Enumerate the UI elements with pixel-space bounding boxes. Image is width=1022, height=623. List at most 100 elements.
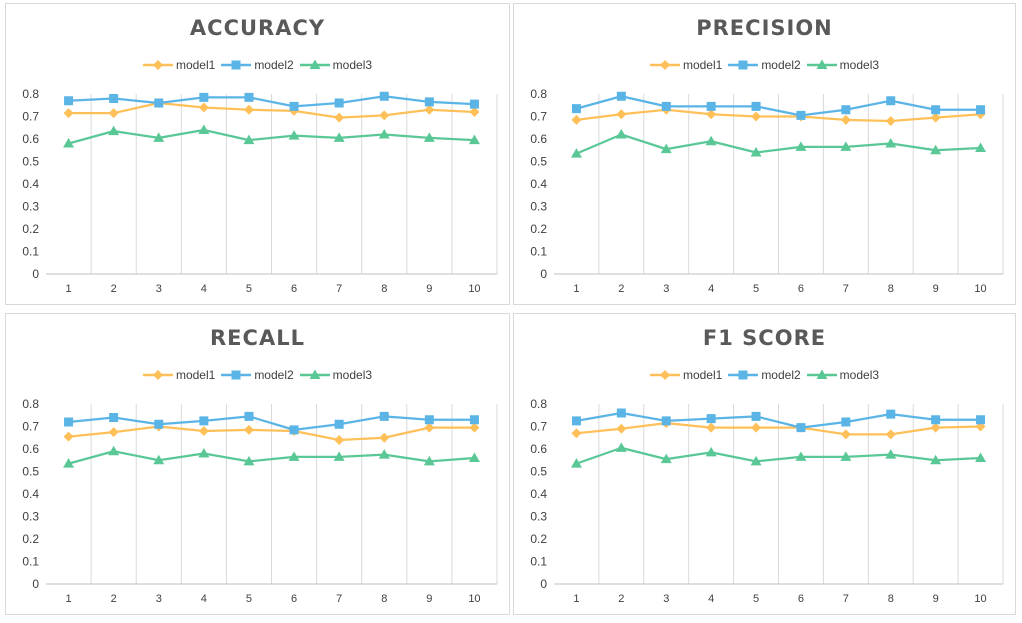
data-point-model2: [841, 417, 851, 427]
x-tick-label: 1: [573, 593, 579, 605]
chart-title: RECALL: [210, 326, 305, 350]
data-point-model3: [63, 458, 75, 468]
y-tick-label: 0.6: [22, 442, 39, 456]
y-tick-label: 0.2: [530, 532, 547, 546]
data-point-model1: [469, 422, 480, 433]
y-tick-label: 0.6: [530, 132, 547, 146]
legend-item-model3: model3: [299, 368, 372, 382]
data-point-model2: [571, 104, 581, 114]
data-point-model3: [795, 451, 807, 461]
data-point-model2: [751, 411, 761, 421]
data-point-model2: [154, 419, 164, 429]
data-point-model2: [289, 101, 299, 111]
y-tick-label: 0.4: [22, 487, 39, 501]
legend-marker: [659, 370, 670, 380]
y-tick-label: 0: [32, 267, 39, 281]
legend-marker: [816, 369, 828, 379]
x-tick-label: 7: [843, 593, 849, 605]
data-point-model2: [976, 415, 986, 425]
y-tick-label: 0.7: [22, 420, 39, 434]
data-point-model1: [469, 107, 480, 117]
data-point-model1: [243, 424, 254, 435]
y-tick-label: 0.5: [22, 465, 39, 479]
series-line-model1: [68, 425, 475, 442]
x-tick-label: 1: [573, 283, 579, 295]
data-point-model2: [706, 414, 716, 424]
x-tick-label: 4: [201, 593, 207, 605]
series-line-model2: [68, 415, 475, 431]
y-tick-label: 0.4: [530, 177, 547, 191]
data-point-model1: [751, 422, 762, 433]
data-point-model2: [244, 411, 254, 421]
x-tick-label: 9: [933, 593, 939, 605]
data-point-model1: [571, 428, 582, 439]
y-tick-label: 0.3: [530, 200, 547, 214]
y-tick-label: 0.1: [530, 555, 547, 569]
data-point-model2: [199, 416, 209, 426]
y-tick-label: 0.4: [530, 487, 547, 501]
data-point-model3: [975, 142, 987, 152]
data-point-model3: [378, 129, 390, 139]
x-tick-label: 9: [426, 283, 432, 295]
legend-label: model1: [175, 58, 216, 72]
data-point-model3: [378, 449, 390, 459]
y-tick-label: 0.5: [530, 155, 547, 169]
data-point-model3: [840, 141, 852, 151]
data-point-model2: [289, 425, 299, 435]
legend-swatch: [142, 370, 173, 380]
data-point-model2: [424, 97, 434, 107]
legend-swatch: [806, 59, 837, 69]
data-point-model3: [243, 134, 255, 145]
data-point-model2: [616, 91, 626, 101]
x-tick-label: 4: [708, 283, 714, 295]
x-tick-label: 2: [111, 593, 117, 605]
x-tick-label: 9: [933, 283, 939, 295]
data-point-model1: [840, 114, 851, 125]
data-point-model1: [379, 110, 390, 121]
x-tick-label: 6: [291, 283, 297, 295]
x-tick-label: 1: [65, 593, 71, 605]
legend-swatch: [299, 369, 330, 379]
y-tick-label: 0: [540, 577, 547, 591]
x-tick-label: 5: [246, 283, 252, 295]
data-point-model3: [795, 141, 807, 151]
data-point-model3: [660, 143, 672, 154]
data-point-model3: [198, 448, 210, 458]
legend-item-model2: model2: [221, 58, 294, 72]
x-tick-label: 3: [663, 283, 669, 295]
legend-label: model1: [682, 368, 723, 382]
data-point-model3: [333, 451, 345, 461]
data-point-model3: [108, 445, 120, 456]
series-line-model3: [68, 128, 475, 145]
legend-item-model3: model3: [806, 368, 879, 382]
data-point-model3: [423, 455, 435, 466]
x-tick-label: 1: [65, 283, 71, 295]
legend-item-model1: model1: [142, 368, 215, 382]
series-line-model3: [68, 450, 475, 465]
legend-item-model3: model3: [806, 58, 879, 72]
x-tick-label: 7: [843, 283, 849, 295]
legend-label: model2: [761, 58, 801, 72]
y-tick-label: 0.2: [530, 222, 547, 236]
y-tick-label: 0: [32, 577, 39, 591]
data-point-model1: [706, 109, 717, 120]
y-tick-label: 0.2: [22, 532, 39, 546]
y-tick-label: 0.1: [22, 555, 39, 569]
legend-item-model3: model3: [299, 58, 372, 72]
data-point-model2: [796, 110, 806, 120]
series-line-model3: [576, 133, 981, 155]
x-tick-label: 10: [974, 593, 986, 605]
legend-marker: [231, 60, 241, 70]
data-point-model3: [840, 451, 852, 461]
data-point-model1: [571, 114, 582, 125]
data-point-model3: [705, 135, 717, 146]
data-point-model1: [751, 111, 762, 122]
data-point-model2: [886, 409, 896, 419]
y-tick-label: 0.1: [22, 245, 39, 259]
x-tick-label: 10: [468, 283, 480, 295]
legend-item-model2: model2: [221, 368, 294, 382]
data-point-model2: [661, 416, 671, 426]
series-line-model1: [68, 101, 475, 119]
series-line-model2: [576, 95, 981, 117]
data-point-model2: [616, 408, 626, 418]
